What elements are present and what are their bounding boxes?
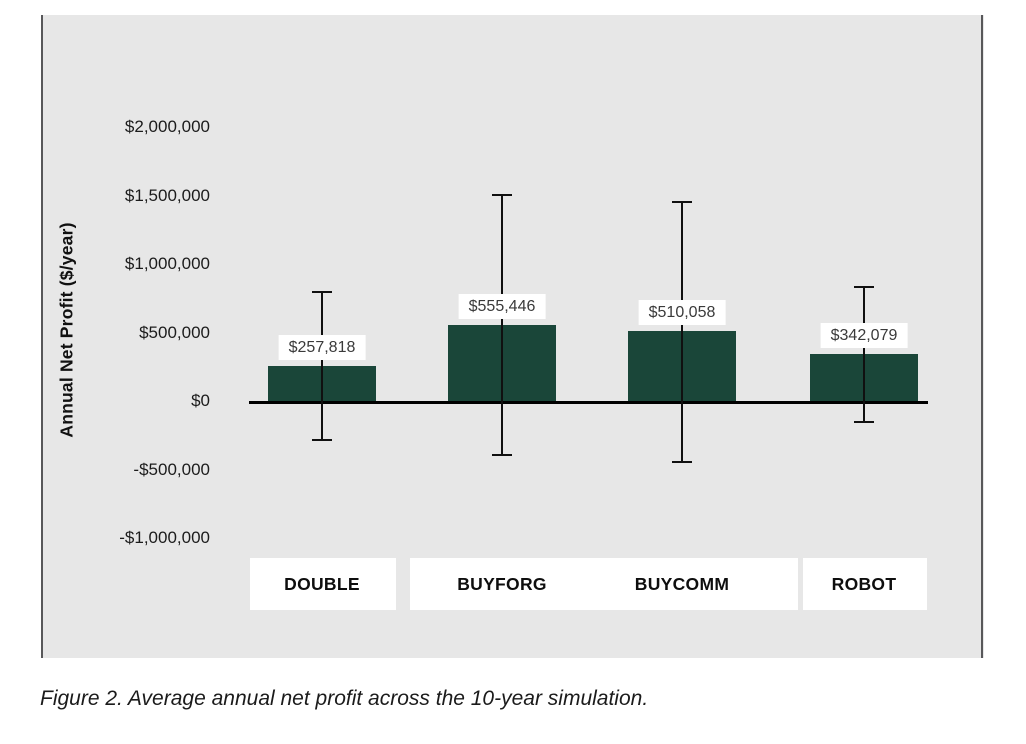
value-label: $342,079 <box>820 323 908 349</box>
y-tick-label: $0 <box>191 391 210 410</box>
error-bar-cap <box>312 438 332 441</box>
y-tick-label: -$1,000,000 <box>119 528 210 547</box>
category-label-double: DOUBLE <box>284 573 360 594</box>
error-bar-line <box>321 291 323 441</box>
category-label-buyforg: BUYFORG <box>457 573 547 594</box>
y-tick-label: -$500,000 <box>133 459 210 479</box>
error-bar-cap <box>854 420 874 423</box>
category-label-box <box>803 558 927 610</box>
value-label: $257,818 <box>278 334 366 360</box>
x-axis-line <box>249 401 928 404</box>
error-bar-cap <box>492 453 512 456</box>
y-tick-label: $1,500,000 <box>124 185 210 205</box>
error-bar-cap <box>312 291 332 294</box>
value-label: $510,058 <box>638 300 726 326</box>
error-bar-cap <box>672 460 692 463</box>
category-label-robot: ROBOT <box>831 573 897 594</box>
error-bar-cap <box>854 285 874 288</box>
error-bar-line <box>501 194 503 456</box>
error-bar-line <box>863 285 865 423</box>
error-bar-cap <box>492 194 512 197</box>
category-label-box <box>250 558 396 610</box>
category-label-box <box>604 558 798 610</box>
figure-caption: Figure 2. Average annual net profit acro… <box>40 687 649 710</box>
category-label-box <box>410 558 604 610</box>
error-bar-line <box>681 200 683 463</box>
chart-border-right <box>981 15 983 658</box>
value-label: $555,446 <box>458 293 546 319</box>
y-tick-label: $2,000,000 <box>124 117 210 136</box>
category-label-buycomm: BUYCOMM <box>634 573 730 594</box>
y-tick-label: $500,000 <box>139 322 210 342</box>
y-tick-label: $1,000,000 <box>124 254 210 273</box>
chart-border-left <box>41 15 43 658</box>
error-bar-cap <box>672 200 692 203</box>
